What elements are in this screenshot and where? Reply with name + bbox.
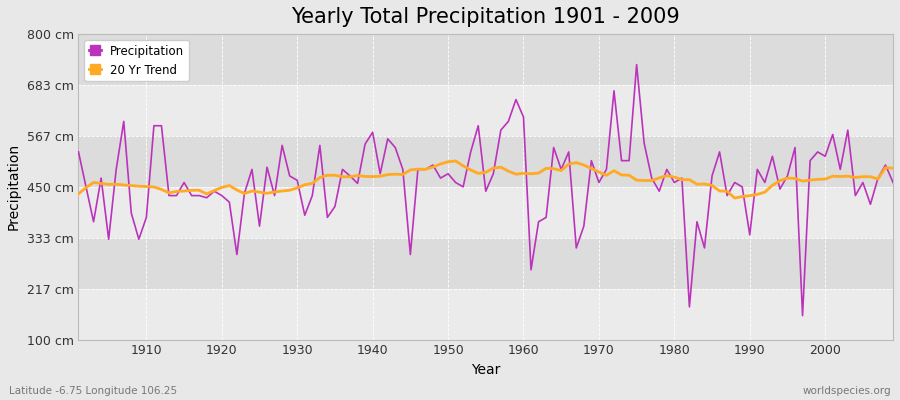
- Bar: [78, 187, 893, 238]
- Bar: [78, 288, 893, 340]
- Text: worldspecies.org: worldspecies.org: [803, 386, 891, 396]
- Y-axis label: Precipitation: Precipitation: [7, 143, 21, 230]
- X-axis label: Year: Year: [471, 363, 500, 377]
- Bar: [78, 85, 893, 136]
- Text: Latitude -6.75 Longitude 106.25: Latitude -6.75 Longitude 106.25: [9, 386, 177, 396]
- Title: Yearly Total Precipitation 1901 - 2009: Yearly Total Precipitation 1901 - 2009: [292, 7, 680, 27]
- Legend: Precipitation, 20 Yr Trend: Precipitation, 20 Yr Trend: [85, 40, 189, 81]
- Bar: [78, 34, 893, 85]
- Bar: [78, 136, 893, 187]
- Bar: [78, 238, 893, 288]
